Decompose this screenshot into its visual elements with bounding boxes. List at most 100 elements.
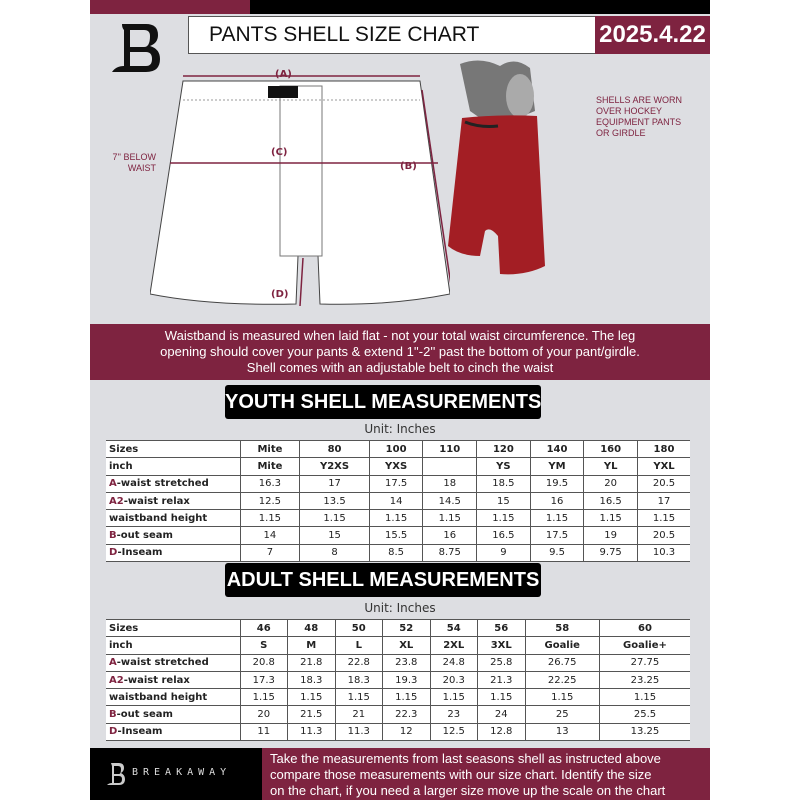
table-cell: YS xyxy=(476,457,531,476)
table-cell: XL xyxy=(382,636,430,655)
table-cell: 25.8 xyxy=(477,654,525,672)
measurement-label: -waist stretched xyxy=(116,657,209,669)
table-cell: 11.3 xyxy=(334,723,383,742)
table-cell: 15 xyxy=(299,526,370,545)
title-box: PANTS SHELL SIZE CHART xyxy=(188,16,596,54)
label-b: (B) xyxy=(400,161,417,172)
table-cell: 16 xyxy=(529,492,584,511)
note-line: OVER HOCKEY xyxy=(596,106,663,116)
table-cell: 19.5 xyxy=(529,475,584,493)
table-cell: 12.5 xyxy=(429,723,478,742)
note-line: OR GIRDLE xyxy=(596,128,646,138)
table-cell: 1.15 xyxy=(636,509,690,528)
table-cell: 52 xyxy=(382,619,430,638)
note-line: 7'' BELOW xyxy=(112,152,156,162)
table-row: waistband height 1.15 1.15 1.15 1.15 1.15 1.15… xyxy=(106,688,690,707)
table-cell: 13.25 xyxy=(598,723,690,742)
table-cell: 54 xyxy=(429,619,478,638)
table-cell: 1.15 xyxy=(334,688,383,707)
measurement-key: A2 xyxy=(109,495,124,507)
footer-instructions: Take the measurements from last seasons … xyxy=(262,748,710,800)
measurement-label: -out seam xyxy=(116,530,173,542)
table-cell: Mite xyxy=(239,457,300,476)
table-cell: 9 xyxy=(476,544,531,563)
table-cell: 1.15 xyxy=(524,688,600,707)
measurement-label: inch xyxy=(109,639,133,651)
pants-measurement-diagram xyxy=(150,75,450,306)
measurement-key: B xyxy=(109,530,117,542)
table-cell: 26.75 xyxy=(524,654,600,672)
table-row: D-Inseam 11 11.3 11.3 12 12.5 12.8 13 13.25 xyxy=(106,723,690,742)
table-cell: 18.5 xyxy=(476,475,531,493)
table-cell: Goalie+ xyxy=(598,636,690,655)
table-cell: 18.3 xyxy=(287,671,335,690)
table-cell: 1.15 xyxy=(239,688,288,707)
row-label: waistband height xyxy=(106,688,240,707)
table-cell: 11 xyxy=(239,723,288,742)
row-label: D-Inseam xyxy=(106,544,240,563)
table-cell: 20 xyxy=(239,705,288,724)
table-cell: 16 xyxy=(422,526,477,545)
table-cell: 12.5 xyxy=(239,492,300,511)
table-cell: 7 xyxy=(239,544,300,563)
footer-line: on the chart, if you need a larger size … xyxy=(270,783,666,798)
row-label: waistband height xyxy=(106,509,240,528)
table-cell: 24.8 xyxy=(429,654,478,672)
table-cell: 17.5 xyxy=(529,526,584,545)
table-cell: 15.5 xyxy=(368,526,423,545)
measurement-key: D xyxy=(109,726,118,738)
table-cell: Goalie xyxy=(524,636,600,655)
table-cell: L xyxy=(334,636,383,655)
row-label: Sizes xyxy=(106,619,240,638)
breakaway-footer-logo-icon xyxy=(107,763,125,785)
adult-size-table: Sizes 46 48 50 52 54 56 58 60 inch S M L XL 2XL 3XL Goal… xyxy=(106,619,690,742)
table-cell: 20.5 xyxy=(636,475,690,493)
table-cell: 16.5 xyxy=(583,492,638,511)
table-cell: YL xyxy=(583,457,638,476)
row-label: A2-waist relax xyxy=(106,671,240,690)
table-cell: 15 xyxy=(476,492,531,511)
table-cell: 1.15 xyxy=(529,509,584,528)
table-cell: 19 xyxy=(583,526,638,545)
table-cell: 23 xyxy=(429,705,478,724)
table-cell: Mite xyxy=(239,440,300,459)
table-row: inch Mite Y2XS YXS YS YM YL YXL xyxy=(106,457,690,476)
table-cell: 17.3 xyxy=(239,671,288,690)
table-row: B-out seam 20 21.5 21 22.3 23 24 25 25.5 xyxy=(106,705,690,724)
table-cell: 20.8 xyxy=(239,654,288,672)
table-cell: 16.5 xyxy=(476,526,531,545)
adult-unit-label: Unit: Inches xyxy=(364,601,436,615)
table-cell: 16.3 xyxy=(239,475,300,493)
table-cell: 48 xyxy=(287,619,335,638)
table-cell: 9.75 xyxy=(583,544,638,563)
table-cell: 14.5 xyxy=(422,492,477,511)
row-label: Sizes xyxy=(106,440,240,459)
measurement-key: D xyxy=(109,547,118,559)
top-accent-bar xyxy=(90,0,250,14)
table-cell: 1.15 xyxy=(422,509,477,528)
table-cell: 58 xyxy=(524,619,600,638)
table-cell: 1.15 xyxy=(299,509,370,528)
table-cell: 18 xyxy=(422,475,477,493)
table-cell: 14 xyxy=(368,492,423,511)
table-cell: 1.15 xyxy=(368,509,423,528)
table-row: A-waist stretched 16.3 17 17.5 18 18.5 19.5 20 2… xyxy=(106,475,690,493)
table-cell: 14 xyxy=(239,526,300,545)
table-cell: 8.5 xyxy=(368,544,423,563)
table-cell: 21.5 xyxy=(287,705,335,724)
below-waist-note: 7'' BELOW WAIST xyxy=(106,152,156,174)
table-row: A-waist stretched 20.8 21.8 22.8 23.8 24.8 25.… xyxy=(106,654,690,672)
measurement-key: A2 xyxy=(109,674,124,686)
label-c: (C) xyxy=(271,147,288,158)
label-a: (A) xyxy=(275,69,292,80)
table-cell: 13 xyxy=(524,723,600,742)
table-cell: 25 xyxy=(524,705,600,724)
measurement-key: B xyxy=(109,709,117,721)
note-line: EQUIPMENT PANTS xyxy=(596,117,682,127)
row-label: inch xyxy=(106,636,240,655)
table-row: inch S M L XL 2XL 3XL Goalie Goalie+ xyxy=(106,636,690,655)
table-cell: YXS xyxy=(368,457,423,476)
table-cell: 140 xyxy=(529,440,584,459)
brand-name: BREAKAWAY xyxy=(132,767,232,778)
table-row: waistband height 1.15 1.15 1.15 1.15 1.15 1.15… xyxy=(106,509,690,528)
